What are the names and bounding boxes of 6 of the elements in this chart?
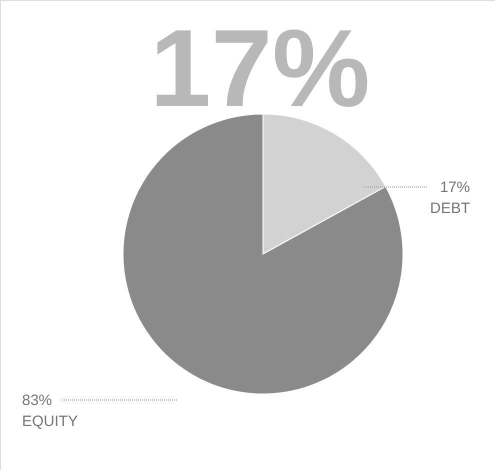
pie-slice [122,114,404,394]
data-label: 83% [22,392,52,409]
slice-label: EQUITY [22,413,78,430]
data-label: 17% [440,179,470,196]
slice-label: DEBT [430,200,470,217]
chart-title: 17% [150,7,370,130]
